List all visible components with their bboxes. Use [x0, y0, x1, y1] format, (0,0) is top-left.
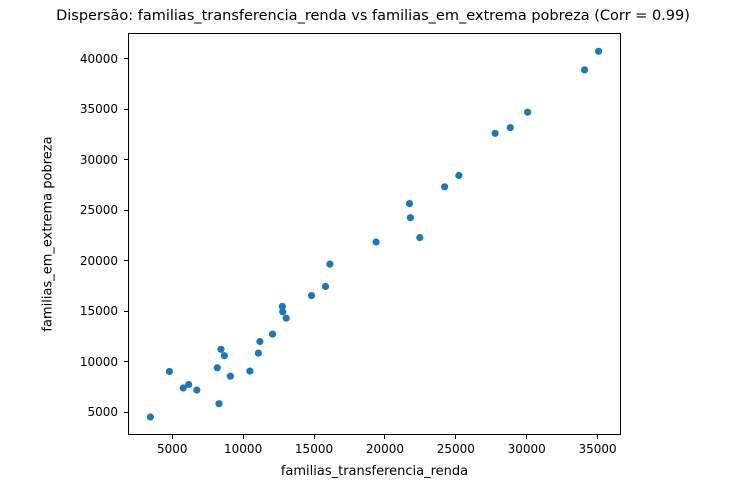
x-tick-mark — [313, 435, 315, 439]
y-tick-label: 25000 — [79, 203, 118, 218]
scatter-point — [326, 260, 334, 268]
x-tick-label: 15000 — [294, 442, 334, 456]
scatter-point — [307, 292, 316, 300]
scatter-point — [179, 384, 187, 392]
scatter-point — [268, 330, 277, 338]
y-tick-mark — [124, 58, 128, 60]
y-tick-label: 5000 — [87, 405, 118, 420]
x-tick-label: 30000 — [507, 442, 546, 456]
y-tick-label: 15000 — [79, 304, 118, 319]
y-tick-label: 35000 — [79, 102, 118, 117]
scatter-point — [595, 47, 603, 55]
scatter-point — [226, 372, 234, 380]
scatter-point — [406, 214, 414, 222]
scatter-point — [282, 314, 290, 322]
x-tick-mark — [455, 435, 457, 439]
plot-area: 5000 10000 15000 20000 25000 30000 35000 5000 10… — [80, 33, 621, 456]
scatter-point — [185, 380, 193, 389]
x-tick-mark — [384, 435, 386, 439]
x-tick-mark — [597, 435, 599, 439]
scatter-point — [405, 200, 414, 208]
scatter-point — [165, 367, 173, 376]
x-tick-mark — [526, 435, 528, 439]
y-tick-mark — [124, 209, 128, 211]
y-tick-mark — [124, 108, 128, 110]
scatter-point — [220, 352, 228, 360]
scatter-points-layer — [146, 47, 603, 421]
scatter-point — [146, 413, 154, 421]
scatter-point — [213, 364, 221, 372]
x-tick-label: 25000 — [436, 442, 475, 456]
x-tick-label: 20000 — [365, 442, 404, 456]
scatter-point — [581, 66, 589, 74]
scatter-point — [254, 349, 262, 357]
y-tick-label: 20000 — [79, 253, 118, 268]
x-tick-mark — [242, 435, 244, 439]
scatter-point — [279, 308, 287, 316]
scatter-point — [321, 282, 330, 290]
y-tick-mark — [124, 310, 128, 312]
y-tick-label: 30000 — [79, 152, 118, 167]
y-tick-mark — [124, 361, 128, 363]
scatter-point — [441, 183, 449, 191]
x-tick-mark — [171, 435, 173, 439]
y-tick-mark — [124, 159, 128, 161]
y-tick-mark — [124, 411, 128, 413]
y-tick-label: 40000 — [79, 51, 118, 66]
chart-title: Dispersão: familias_transferencia_renda … — [56, 8, 690, 24]
y-tick-mark — [124, 260, 128, 262]
scatter-point — [215, 400, 223, 408]
scatter-point — [524, 108, 532, 116]
y-axis-label-text: familias_em_extrema pobreza — [40, 136, 56, 332]
scatter-point — [193, 386, 201, 394]
scatter-point — [506, 124, 514, 132]
scatter-point — [278, 302, 286, 310]
x-tick-label: 10000 — [224, 442, 263, 456]
scatter-point — [246, 367, 254, 375]
x-tick-label: 35000 — [578, 442, 617, 456]
scatter-point — [217, 345, 225, 353]
x-axis-label: familias_transferencia_renda — [280, 464, 469, 479]
scatter-point — [256, 337, 264, 346]
scatter-point — [416, 234, 424, 242]
scatter-point — [455, 171, 463, 179]
scatter-point — [372, 238, 380, 246]
x-tick-label: 5000 — [156, 442, 188, 456]
scatter-point — [491, 129, 499, 137]
y-tick-label: 10000 — [79, 354, 118, 369]
